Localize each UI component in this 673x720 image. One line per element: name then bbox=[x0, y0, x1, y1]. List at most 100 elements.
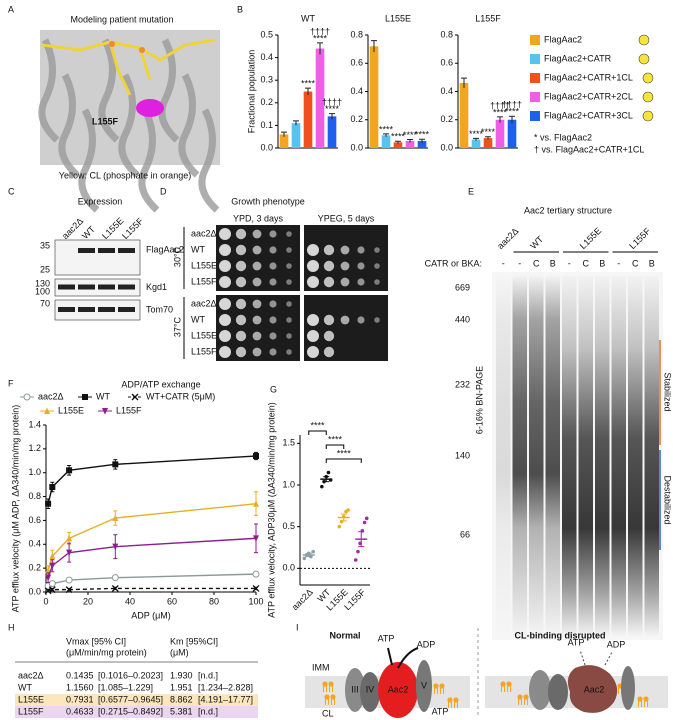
lipid-label: CL bbox=[322, 708, 334, 718]
y-tick-label: 0.4 bbox=[350, 86, 363, 96]
colony-spot bbox=[307, 276, 319, 288]
data-point bbox=[23, 393, 31, 401]
data-point bbox=[66, 534, 73, 542]
table-cell: L155F bbox=[18, 706, 44, 716]
legend-icon bbox=[642, 72, 654, 84]
y-tick-label: 0.5 bbox=[282, 521, 295, 531]
lipid-head bbox=[643, 696, 649, 702]
strain-label: L155E bbox=[191, 330, 217, 340]
table-cell: 0.1435 bbox=[66, 670, 94, 680]
mutation-site bbox=[136, 99, 164, 117]
table-cell: [0.1016–0.2023] bbox=[98, 670, 163, 680]
significance: **** bbox=[415, 130, 430, 140]
legend-icon bbox=[638, 34, 650, 46]
bar bbox=[315, 48, 325, 149]
significance: †††† bbox=[502, 100, 522, 110]
y-tick-label: 0.2 bbox=[440, 114, 453, 124]
y-tick-label: 1.0 bbox=[28, 467, 41, 477]
data-point bbox=[326, 470, 331, 475]
bar bbox=[303, 91, 313, 148]
y-tick-label: 0.2 bbox=[260, 97, 273, 107]
lane-smear bbox=[529, 276, 544, 636]
lipid-tail bbox=[434, 688, 438, 694]
colony-spot bbox=[269, 278, 277, 286]
data-point bbox=[112, 514, 119, 522]
colony-spot bbox=[340, 315, 350, 325]
error-bar bbox=[383, 133, 389, 137]
gel-label: 6-16% BN-PAGE bbox=[474, 366, 484, 434]
data-point bbox=[362, 520, 367, 525]
significance: **** bbox=[469, 129, 484, 139]
column-header: Vmax [95% CI] bbox=[66, 636, 126, 646]
data-point bbox=[82, 394, 88, 400]
y-axis-label: ATP efflux velocity (μM ADP, ΔA340/min/m… bbox=[10, 405, 20, 613]
lipid-tail bbox=[325, 699, 329, 705]
colony-spot bbox=[219, 244, 231, 256]
colony-spot bbox=[269, 246, 277, 254]
bar bbox=[483, 138, 493, 148]
strain-label: L155E bbox=[191, 260, 217, 270]
treatment: - bbox=[617, 258, 620, 268]
strain-label: L155F bbox=[191, 276, 217, 286]
significance: **** bbox=[310, 420, 325, 430]
legend-label: FlagAac2+CATR bbox=[544, 53, 612, 63]
chart-title: L155E bbox=[385, 13, 411, 23]
medium-label: YPD, 3 days bbox=[233, 213, 284, 223]
panel-title: Growth phenotype bbox=[231, 196, 305, 206]
column-header: Km [95%CI] bbox=[170, 636, 218, 646]
lipid-head bbox=[447, 697, 453, 703]
colony-spot bbox=[286, 263, 292, 269]
significance: **** bbox=[379, 124, 394, 134]
mutation-label: L155F bbox=[92, 116, 119, 126]
y-tick-label: 0.3 bbox=[260, 75, 273, 85]
helix bbox=[118, 73, 140, 178]
colony-spot bbox=[269, 230, 277, 238]
colony-spot bbox=[252, 315, 262, 325]
bar bbox=[405, 140, 415, 148]
colony-spot bbox=[235, 346, 247, 358]
colony-spot bbox=[235, 298, 247, 310]
sem bbox=[323, 476, 330, 483]
sem bbox=[358, 531, 365, 548]
table-cell: [4.191–17.77] bbox=[198, 694, 253, 704]
significance: †††† bbox=[310, 26, 330, 36]
complex bbox=[548, 674, 568, 710]
aac2-disrupted bbox=[567, 665, 618, 713]
colony-spot bbox=[219, 330, 231, 342]
colony-spot bbox=[269, 316, 277, 324]
error-bar bbox=[293, 120, 299, 126]
error-bar bbox=[305, 87, 311, 95]
error-bar bbox=[407, 139, 413, 143]
lane-label: L155E bbox=[100, 216, 125, 241]
lipid-head bbox=[330, 694, 336, 700]
legend-icon bbox=[642, 91, 654, 103]
marker-label: 100 bbox=[35, 286, 50, 296]
metabolite-label: ATP bbox=[432, 706, 449, 716]
blot bbox=[54, 239, 141, 276]
treatment: B bbox=[550, 258, 556, 268]
y-tick-label: 0.2 bbox=[350, 114, 363, 124]
bar bbox=[393, 142, 403, 148]
lipid-tail bbox=[448, 702, 452, 708]
complex-label: IV bbox=[366, 684, 375, 694]
membrane-label: IMM bbox=[312, 662, 330, 672]
colony-spot bbox=[340, 245, 350, 255]
error-bar bbox=[461, 77, 467, 88]
data-point bbox=[49, 562, 56, 570]
lipid-tail bbox=[440, 688, 444, 694]
strain-label: aac2Δ bbox=[191, 228, 217, 238]
error-bar bbox=[281, 131, 287, 137]
error-bar bbox=[473, 137, 479, 141]
colony-spot bbox=[357, 316, 365, 324]
marker-label: 25 bbox=[40, 264, 50, 274]
bar bbox=[507, 119, 517, 148]
stabilized-label: Stabilized bbox=[663, 372, 673, 411]
data-point bbox=[44, 407, 50, 414]
colony-spot bbox=[269, 348, 277, 356]
lane-smear bbox=[512, 276, 527, 636]
data-point bbox=[49, 552, 56, 560]
significance: **** bbox=[328, 434, 343, 444]
colony-spot bbox=[323, 330, 335, 342]
data-point bbox=[364, 516, 369, 521]
chart-title: L155F bbox=[475, 13, 501, 23]
